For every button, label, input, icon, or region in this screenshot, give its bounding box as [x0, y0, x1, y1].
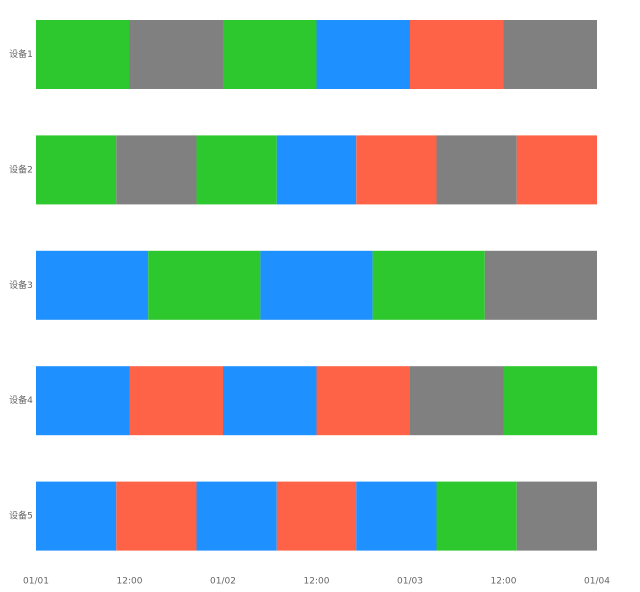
x-tick-label: 01/04: [584, 577, 610, 587]
segment: [36, 135, 117, 205]
segment: [372, 250, 485, 320]
segment: [223, 20, 317, 89]
segment: [516, 481, 597, 551]
segment: [36, 481, 117, 551]
segment: [316, 366, 410, 436]
segment: [503, 366, 597, 436]
x-tick-label: 01/03: [397, 577, 423, 587]
row-label: 设备4: [9, 394, 33, 406]
segment: [129, 20, 223, 89]
x-tick-label: 12:00: [491, 577, 517, 587]
segment: [260, 250, 373, 320]
segment: [436, 481, 517, 551]
segment: [316, 20, 410, 89]
segment: [503, 20, 597, 89]
x-tick-label: 01/01: [23, 577, 49, 587]
row-label: 设备5: [9, 510, 33, 522]
segment: [410, 366, 504, 436]
segment: [516, 135, 597, 205]
segment: [356, 481, 437, 551]
row-label: 设备1: [9, 48, 33, 60]
segment: [36, 366, 130, 436]
segment: [196, 135, 277, 205]
row-label: 设备3: [9, 279, 33, 291]
segment: [116, 481, 197, 551]
segment: [484, 250, 597, 320]
segment: [276, 481, 357, 551]
segment: [436, 135, 517, 205]
x-tick-label: 01/02: [210, 577, 236, 587]
segment: [410, 20, 504, 89]
segment: [276, 135, 357, 205]
segment: [116, 135, 197, 205]
segment: [356, 135, 437, 205]
row-label: 设备2: [9, 163, 33, 175]
segment: [129, 366, 223, 436]
segment: [196, 481, 277, 551]
x-tick-label: 12:00: [304, 577, 330, 587]
segment: [223, 366, 317, 436]
segment: [148, 250, 261, 320]
x-tick-label: 12:00: [117, 577, 143, 587]
segment: [36, 250, 149, 320]
segment: [36, 20, 130, 89]
